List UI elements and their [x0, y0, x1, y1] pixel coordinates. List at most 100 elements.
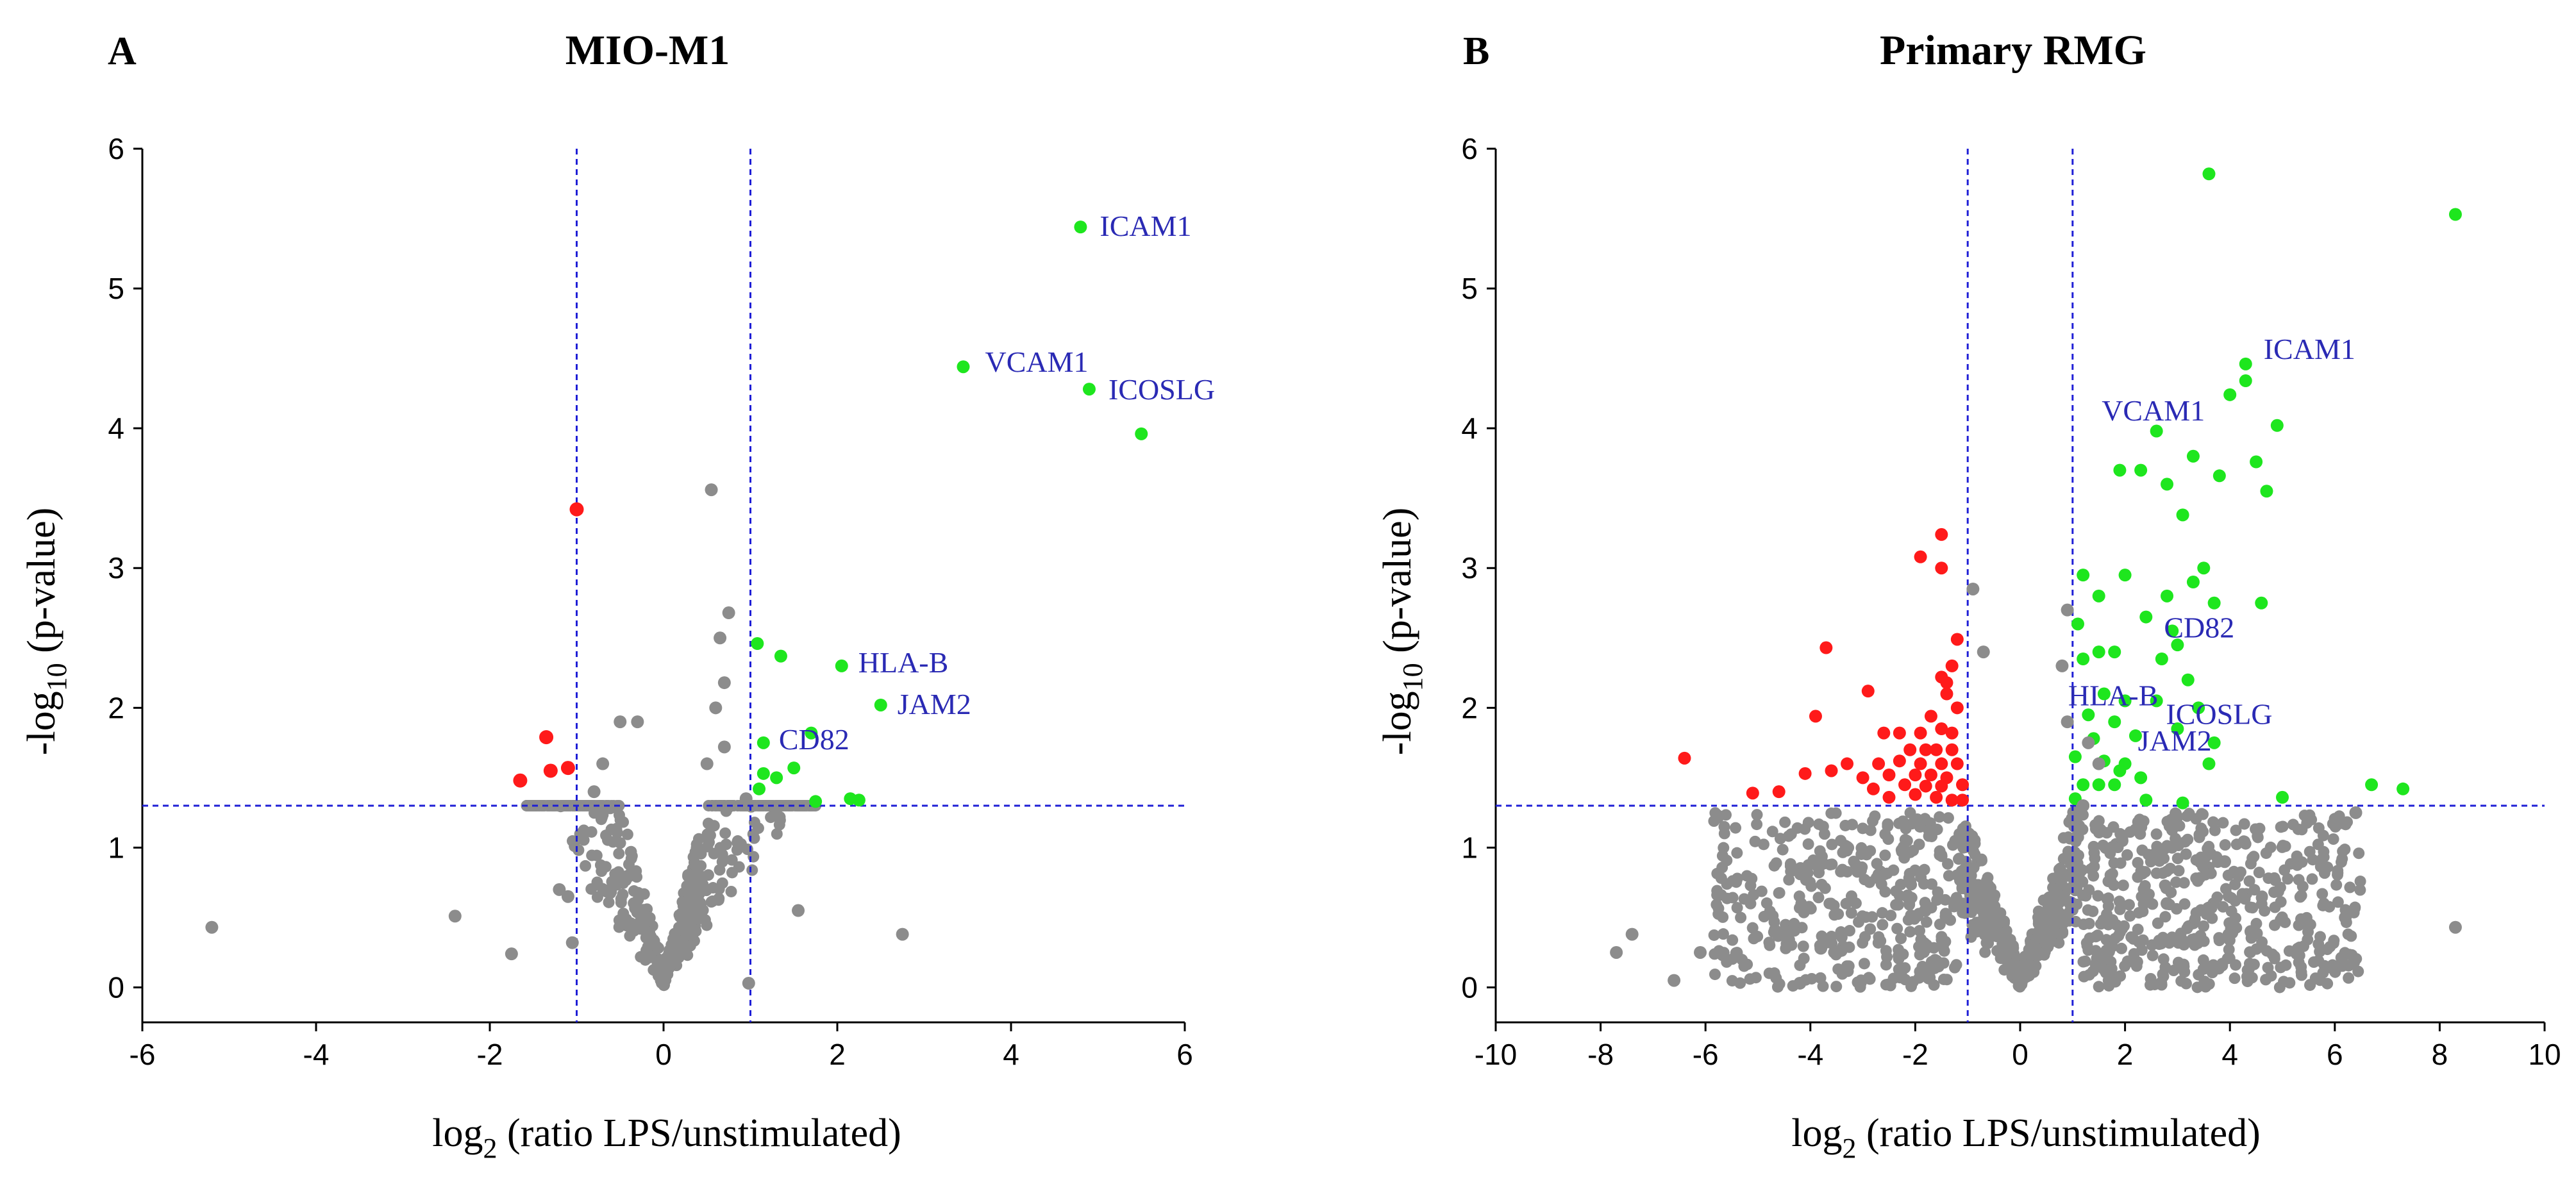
data-point-nonsig: [1778, 929, 1790, 941]
data-point-nonsig: [792, 904, 805, 917]
data-point-up: [2171, 722, 2184, 736]
data-point-up: [805, 726, 818, 740]
data-point-nonsig: [2244, 925, 2257, 938]
data-point-up: [2202, 757, 2216, 770]
data-point-nonsig: [1934, 849, 1946, 861]
data-point-nonsig: [1741, 870, 1753, 882]
data-point-nonsig: [2054, 896, 2066, 908]
data-point-nonsig: [1832, 908, 1844, 920]
data-point-nonsig: [2297, 940, 2309, 952]
data-point-nonsig: [1900, 822, 1912, 835]
data-point-nonsig: [2016, 962, 2028, 974]
data-point-nonsig: [1837, 846, 1849, 858]
data-point-nonsig: [2089, 852, 2101, 865]
data-point-nonsig: [1871, 858, 1883, 870]
panel-b-xlabel-pre: log: [1791, 1111, 1842, 1155]
data-point-down: [1945, 794, 1959, 807]
data-point-nonsig: [2206, 912, 2218, 924]
data-point-down: [1940, 687, 1953, 701]
data-point-nonsig: [1899, 833, 1911, 845]
data-point-up: [2176, 508, 2189, 522]
data-point-nonsig: [2178, 877, 2190, 889]
data-point-nonsig: [1857, 936, 1869, 949]
data-point-nonsig: [2137, 815, 2150, 827]
data-point-nonsig: [1814, 942, 1828, 955]
data-point-nonsig: [603, 896, 615, 908]
data-point-down: [1903, 743, 1917, 756]
data-point-up: [852, 794, 866, 807]
data-point-nonsig: [1877, 919, 1889, 931]
data-point-nonsig: [2041, 921, 2053, 933]
data-point-nonsig: [1903, 899, 1916, 911]
data-point-nonsig: [2218, 855, 2232, 869]
data-point-nonsig: [1751, 819, 1763, 831]
panel-b-ylabel-pre: -log: [1376, 691, 1419, 755]
data-point-nonsig: [1610, 945, 1623, 959]
data-point-nonsig: [2082, 736, 2095, 749]
data-point-nonsig: [2102, 892, 2114, 904]
data-point-nonsig: [1711, 867, 1723, 879]
data-point-nonsig: [2316, 888, 2329, 900]
data-point-nonsig: [2189, 913, 2201, 925]
gene-label: VCAM1: [2102, 394, 2205, 427]
data-point-nonsig: [2034, 947, 2046, 959]
data-point-nonsig: [2148, 978, 2161, 990]
data-point-nonsig: [2225, 892, 2237, 904]
data-point-nonsig: [1709, 807, 1721, 819]
series-up: [2068, 167, 2462, 810]
data-point-nonsig: [2219, 839, 2231, 851]
x-tick-label: 2: [2117, 1038, 2134, 1071]
data-point-down: [1893, 726, 1906, 740]
data-point-nonsig: [2345, 930, 2357, 942]
data-point-nonsig: [2143, 888, 2155, 901]
y-tick-label: 2: [108, 691, 124, 724]
data-point-nonsig: [1864, 824, 1877, 836]
data-point-nonsig: [448, 910, 462, 923]
data-point-up: [2108, 645, 2121, 659]
gene-label: HLA-B: [2068, 679, 2159, 712]
data-point-down: [569, 502, 584, 517]
data-point-nonsig: [2116, 835, 2129, 847]
data-point-nonsig: [2098, 963, 2110, 976]
data-point-nonsig: [2132, 923, 2144, 935]
x-tick-label: 8: [2432, 1038, 2448, 1071]
data-point-nonsig: [630, 865, 642, 877]
data-point-up: [1135, 427, 1148, 440]
gene-label: CD82: [2164, 611, 2234, 644]
data-point-nonsig: [2287, 819, 2299, 831]
data-point-nonsig: [1783, 874, 1795, 886]
y-tick-label: 6: [1461, 132, 1478, 165]
data-point-nonsig: [1803, 901, 1815, 913]
data-point-nonsig: [687, 913, 699, 926]
data-point-nonsig: [2222, 869, 2234, 881]
gene-label: JAM2: [2138, 724, 2212, 757]
data-point-nonsig: [1731, 847, 1743, 859]
data-point-nonsig: [700, 885, 712, 897]
data-point-nonsig: [1895, 969, 1907, 981]
data-point-nonsig: [2308, 956, 2320, 969]
data-point-nonsig: [657, 972, 669, 985]
panel-letter-a: A: [108, 29, 137, 73]
data-point-nonsig: [2030, 960, 2042, 972]
data-point-up: [2113, 764, 2127, 777]
data-point-nonsig: [2343, 972, 2355, 984]
data-point-up: [2202, 167, 2216, 181]
data-point-nonsig: [2093, 981, 2105, 993]
data-point-nonsig: [1752, 931, 1764, 943]
x-tick-label: 10: [2528, 1038, 2561, 1071]
panel-b: B Primary RMG 0 1 2 3 4 5 6 -10 -8 -6 -4 -2 0 2 4 6 8 10 I…: [1376, 27, 2561, 1164]
data-point-nonsig: [607, 836, 619, 848]
y-tick-label: 0: [108, 970, 124, 1004]
data-point-nonsig: [2083, 917, 2095, 929]
data-point-nonsig: [2180, 848, 2192, 860]
data-point-nonsig: [1979, 946, 1991, 958]
panel-b-y-axis-label: -log10 (p-value): [1376, 508, 1428, 756]
data-point-nonsig: [621, 828, 633, 840]
data-point-nonsig: [2333, 810, 2345, 822]
data-point-nonsig: [1804, 876, 1816, 888]
data-point-nonsig: [1746, 922, 1759, 934]
data-point-nonsig: [2114, 857, 2127, 869]
data-point-nonsig: [2132, 856, 2144, 869]
data-point-nonsig: [605, 799, 617, 811]
data-point-nonsig: [1846, 819, 1859, 831]
